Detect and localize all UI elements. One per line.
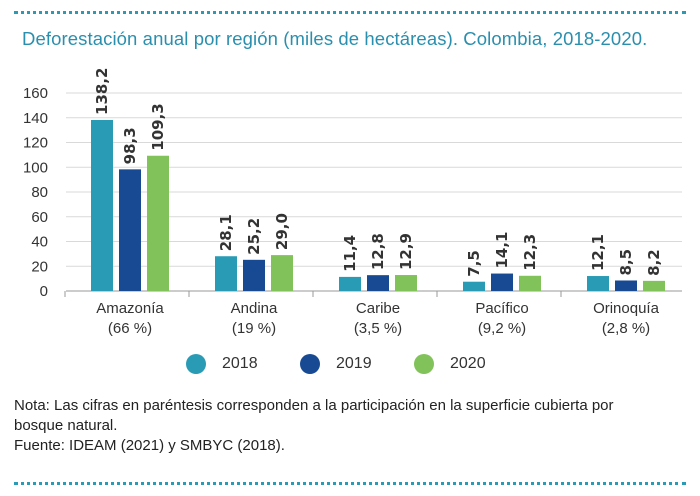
bar-2018 xyxy=(339,276,361,291)
bar-2019 xyxy=(243,259,265,291)
data-label: 12,3 xyxy=(521,234,539,271)
legend-label: 2019 xyxy=(336,355,372,372)
y-tick-label: 60 xyxy=(31,209,48,226)
data-label: 11,4 xyxy=(341,235,359,272)
data-label: 25,2 xyxy=(245,218,263,255)
data-label: 8,5 xyxy=(617,249,635,276)
legend-swatch xyxy=(414,354,434,374)
y-tick-label: 160 xyxy=(23,85,48,102)
data-label: 29,0 xyxy=(273,213,291,250)
bottom-dotted-divider xyxy=(14,482,686,485)
bar-2019 xyxy=(119,169,141,291)
category-share-label: (2,8 %) xyxy=(602,320,650,337)
legend-swatch xyxy=(186,354,206,374)
bar-2019 xyxy=(367,275,389,291)
category-label: Orinoquía xyxy=(593,300,660,317)
y-tick-label: 140 xyxy=(23,110,48,127)
category-label: Amazonía xyxy=(96,300,164,317)
legend-label: 2018 xyxy=(222,355,258,372)
y-tick-label: 40 xyxy=(31,234,48,251)
bar-2020 xyxy=(147,155,169,291)
category-share-label: (66 %) xyxy=(108,320,152,337)
data-label: 12,1 xyxy=(589,234,607,271)
note-line-1: Nota: Las cifras en paréntesis correspon… xyxy=(14,397,614,414)
category-share-label: (9,2 %) xyxy=(478,320,526,337)
y-tick-label: 0 xyxy=(40,283,48,300)
y-tick-label: 20 xyxy=(31,258,48,275)
y-tick-label: 80 xyxy=(31,184,48,201)
category-share-label: (19 %) xyxy=(232,320,276,337)
data-label: 8,2 xyxy=(645,249,663,276)
bar-2018 xyxy=(463,281,485,291)
data-label: 28,1 xyxy=(217,214,235,251)
category-label: Caribe xyxy=(356,300,400,317)
bar-chart: 0 20 40 60 80 100 120 140 160 138,2 98,3 109,3 Amazo… xyxy=(23,68,682,337)
chart-title: Deforestación anual por región (miles de… xyxy=(22,28,648,49)
bar-2020 xyxy=(643,280,665,291)
bar-2020 xyxy=(395,275,417,291)
top-dotted-divider xyxy=(14,11,686,14)
bar-2020 xyxy=(271,255,293,291)
bar-2020 xyxy=(519,275,541,291)
legend-swatch xyxy=(300,354,320,374)
bar-2018 xyxy=(91,119,113,291)
legend-label: 2020 xyxy=(450,355,486,372)
category-share-label: (3,5 %) xyxy=(354,320,402,337)
chart-legend: 2018 2019 2020 xyxy=(0,354,700,380)
legend-item-2018: 2018 xyxy=(186,354,258,374)
note-line-2: bosque natural. xyxy=(14,417,118,434)
y-tick-label: 100 xyxy=(23,159,48,176)
data-label: 12,8 xyxy=(369,233,387,270)
chart-notes: Nota: Las cifras en paréntesis correspon… xyxy=(14,396,694,456)
legend-item-2020: 2020 xyxy=(414,354,486,374)
bar-2018 xyxy=(587,276,609,291)
source-line: Fuente: IDEAM (2021) y SMBYC (2018). xyxy=(14,437,285,454)
bar-2019 xyxy=(491,273,513,291)
data-label: 138,2 xyxy=(93,68,111,115)
category-label: Pacífico xyxy=(475,300,528,317)
data-label: 109,3 xyxy=(149,103,167,150)
legend-item-2019: 2019 xyxy=(300,354,372,374)
bar-2018 xyxy=(215,256,237,291)
data-label: 14,1 xyxy=(493,232,511,269)
bar-2019 xyxy=(615,280,637,291)
y-tick-label: 120 xyxy=(23,135,48,152)
category-label: Andina xyxy=(231,300,278,317)
data-label: 98,3 xyxy=(121,127,139,164)
data-label: 12,9 xyxy=(397,233,415,270)
data-label: 7,5 xyxy=(465,250,483,277)
